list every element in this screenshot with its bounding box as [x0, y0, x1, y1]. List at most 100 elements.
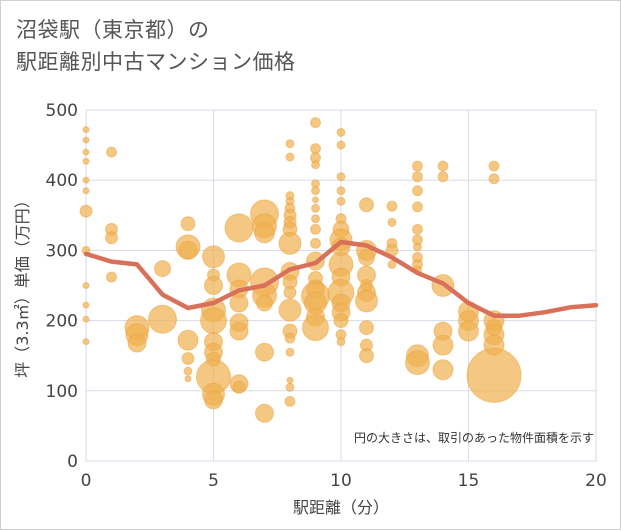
bubble-point [413, 242, 422, 252]
bubble-point [82, 136, 90, 144]
bubble-point [336, 172, 346, 182]
bubble-point [437, 171, 449, 183]
x-tick-label: 10 [330, 471, 352, 491]
x-axis-label: 駅距離（分） [293, 498, 389, 517]
bubble-point [82, 338, 90, 346]
bubble-point [127, 333, 147, 353]
bubble-point [229, 293, 249, 313]
bubble-point [278, 298, 302, 322]
bubble-point [336, 140, 346, 150]
y-tick-label: 300 [46, 241, 78, 261]
bubble-point [256, 294, 273, 312]
bubble-point [458, 320, 479, 342]
bubble-point [437, 160, 449, 172]
bubble-point [311, 214, 320, 224]
bubble-point [82, 315, 90, 323]
bubble-point [285, 152, 295, 162]
bubble-point [255, 342, 274, 362]
bubble-point [311, 203, 320, 213]
bubble-point [154, 260, 171, 278]
bubble-point [412, 160, 423, 172]
bubble-point [355, 289, 378, 313]
bubble-point [285, 347, 295, 357]
y-tick-label: 0 [67, 452, 78, 472]
bubble-point [82, 176, 90, 184]
bubble-point [387, 259, 397, 269]
bubble-point [82, 301, 90, 309]
bubble-point [254, 222, 275, 244]
y-axis-label: 坪（3.3㎡）単価（万円） [13, 192, 32, 377]
y-tick-label: 500 [46, 101, 78, 121]
bubble-point [336, 337, 346, 347]
x-tick-labels: 0 5 10 15 20 [81, 471, 607, 491]
bubble-point [148, 304, 177, 334]
bubble-point [405, 350, 430, 376]
bubble-point [336, 186, 346, 196]
bubble-point [359, 348, 374, 364]
y-tick-label: 400 [46, 171, 78, 191]
bubble-point [359, 320, 374, 336]
chart-title: 沼袋駅（東京都）の 駅距離別中古マンション価格 [16, 14, 296, 78]
bubble-point [82, 157, 90, 165]
bubble-point [106, 271, 117, 283]
bubble-point [285, 382, 295, 392]
x-tick-label: 20 [585, 471, 607, 491]
bubble-point [386, 200, 398, 212]
bubble-point [302, 314, 329, 342]
y-tick-label: 200 [46, 312, 78, 332]
bubble-point [286, 376, 294, 384]
bubble-point [184, 375, 192, 383]
bubble-point [387, 217, 397, 227]
bubble-point [106, 146, 117, 158]
bubble-point [333, 313, 349, 329]
title-line-1: 沼袋駅（東京都）の [16, 18, 210, 42]
bubble-point [336, 127, 346, 137]
bubble-point [82, 148, 90, 156]
bubble-point [359, 197, 374, 213]
bubble-point [310, 223, 321, 235]
bubble-point [283, 286, 297, 300]
title-line-2: 駅距離別中古マンション価格 [16, 50, 296, 74]
bubble-point [181, 352, 195, 366]
y-tick-label: 100 [46, 382, 78, 402]
bubble-point [310, 143, 321, 155]
bubble-point [412, 201, 423, 213]
bubble-point [105, 231, 118, 245]
bubble-point [285, 139, 295, 149]
bubble-point [311, 186, 320, 196]
bubble-point [204, 390, 223, 410]
bubble-point [488, 160, 500, 172]
size-note: 円の大きさは、取引のあった物件面積を示す [354, 430, 594, 445]
bubble-point [284, 332, 296, 344]
bubble-point [284, 395, 296, 407]
y-tick-labels: 0 100 200 300 400 500 [46, 101, 78, 472]
bubble-point [82, 187, 90, 195]
bubble-point [232, 380, 246, 394]
bubble-point [432, 334, 454, 356]
bubble-point [255, 403, 274, 423]
bubble-point [488, 173, 500, 185]
bubble-point [202, 245, 225, 269]
x-tick-label: 5 [208, 471, 219, 491]
bubble-point [178, 240, 198, 260]
bubble-point [412, 223, 423, 235]
trend-line [83, 239, 599, 318]
bubble-point [79, 204, 93, 218]
bubble-point [278, 231, 302, 255]
bubble-point [82, 126, 90, 134]
bubble-point [412, 171, 423, 183]
bubble-point [204, 276, 223, 295]
bubble-point [183, 366, 193, 376]
bubble-point [358, 248, 375, 266]
bubble-point [336, 196, 346, 206]
x-tick-label: 0 [81, 471, 92, 491]
bubble-point [224, 213, 254, 243]
bubble-point [310, 237, 321, 249]
x-tick-label: 15 [458, 471, 480, 491]
bubble-point [311, 160, 320, 170]
bubble-point [412, 185, 423, 197]
bubble-point [432, 359, 454, 381]
bubble-point [177, 329, 199, 351]
bubble-point [229, 321, 249, 341]
